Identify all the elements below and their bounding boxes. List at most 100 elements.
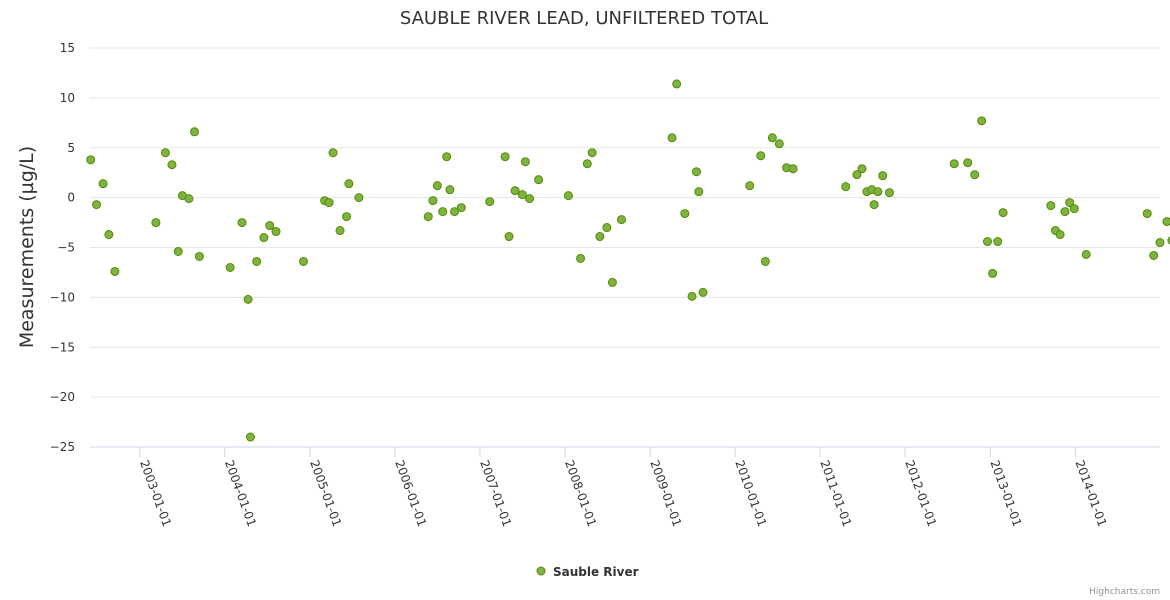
data-point[interactable] [517,190,527,200]
data-point[interactable] [1060,207,1070,217]
data-point[interactable] [869,200,879,210]
data-point[interactable] [756,151,766,161]
data-point[interactable] [328,148,338,158]
data-point[interactable] [576,253,586,263]
data-point[interactable] [265,221,275,231]
data-point[interactable] [335,226,345,236]
data-point[interactable] [298,256,308,266]
data-point[interactable] [225,262,235,272]
data-point[interactable] [1155,238,1165,248]
data-point[interactable] [504,232,514,242]
data-point[interactable] [1081,249,1091,259]
data-point[interactable] [151,218,161,228]
y-tick-label: −15 [50,340,75,354]
data-point[interactable] [86,155,96,165]
data-point[interactable] [767,133,777,143]
data-point[interactable] [607,277,617,287]
y-tick-label: −10 [50,290,75,304]
data-point[interactable] [878,171,888,181]
x-tick-label: 2003-01-01 [137,458,174,528]
legend[interactable]: Sauble River [536,565,639,579]
data-point[interactable] [694,187,704,197]
data-point[interactable] [617,215,627,225]
data-point[interactable] [1046,201,1056,211]
data-point[interactable] [680,209,690,219]
data-point[interactable] [438,207,448,217]
data-point[interactable] [534,175,544,185]
data-point[interactable] [324,198,334,208]
data-point[interactable] [993,237,1003,247]
data-point[interactable] [602,223,612,233]
data-point[interactable] [423,212,433,222]
data-point[interactable] [963,158,973,168]
data-point[interactable] [998,208,1008,218]
data-point[interactable] [354,193,364,203]
data-point[interactable] [98,179,108,189]
data-point[interactable] [344,179,354,189]
data-point[interactable] [841,182,851,192]
data-point[interactable] [510,186,520,196]
data-point[interactable] [245,432,255,442]
data-point[interactable] [857,164,867,174]
data-point[interactable] [774,139,784,149]
data-point[interactable] [92,200,102,210]
data-point[interactable] [194,251,204,261]
data-point[interactable] [788,164,798,174]
data-point[interactable] [342,212,352,222]
data-point[interactable] [949,159,959,169]
data-point[interactable] [520,157,530,167]
data-point[interactable] [1162,217,1170,227]
data-point[interactable] [428,196,438,206]
data-point[interactable] [687,291,697,301]
data-point[interactable] [445,185,455,195]
data-point[interactable] [450,207,460,217]
data-point[interactable] [667,133,677,143]
data-point[interactable] [442,152,452,162]
credits-link[interactable]: Highcharts.com [1089,587,1160,597]
data-point[interactable] [184,194,194,204]
data-point[interactable] [160,148,170,158]
data-point[interactable] [500,152,510,162]
data-point[interactable] [456,203,466,213]
data-point[interactable] [432,181,442,191]
data-point[interactable] [237,218,247,228]
data-point[interactable] [691,167,701,177]
data-point[interactable] [884,188,894,198]
data-point[interactable] [760,256,770,266]
data-point[interactable] [970,170,980,180]
data-point[interactable] [873,187,883,197]
data-point[interactable] [110,266,120,276]
data-point[interactable] [173,246,183,256]
data-point[interactable] [1069,204,1079,214]
data-point[interactable] [595,232,605,242]
data-point[interactable] [1065,198,1075,208]
data-point[interactable] [1055,230,1065,240]
data-point[interactable] [563,191,573,201]
data-point[interactable] [852,170,862,180]
data-point[interactable] [698,287,708,297]
data-point[interactable] [167,160,177,170]
data-point[interactable] [582,159,592,169]
data-point[interactable] [587,148,597,158]
data-point[interactable] [243,294,253,304]
x-tick-label: 2007-01-01 [477,458,514,528]
data-point[interactable] [988,268,998,278]
data-point[interactable] [982,237,992,247]
data-point[interactable] [745,181,755,191]
data-point[interactable] [259,233,269,243]
data-point[interactable] [190,127,200,137]
data-point[interactable] [485,197,495,207]
data-point[interactable] [271,227,281,237]
y-axis: 15 10 5 0 −5 −10 −15 −20 −25 [50,41,75,454]
data-point[interactable] [672,79,682,89]
x-axis: 2003-01-01 2004-01-01 2005-01-01 2006-01-01… [137,447,1109,529]
y-tick-label: 15 [60,41,75,55]
data-point[interactable] [252,256,262,266]
legend-item-sauble-river[interactable]: Sauble River [553,565,639,579]
data-point[interactable] [1167,236,1170,245]
data-point[interactable] [525,194,535,204]
data-point[interactable] [1149,250,1159,260]
data-point[interactable] [104,230,114,240]
data-point[interactable] [977,116,987,126]
data-point[interactable] [1142,209,1152,219]
